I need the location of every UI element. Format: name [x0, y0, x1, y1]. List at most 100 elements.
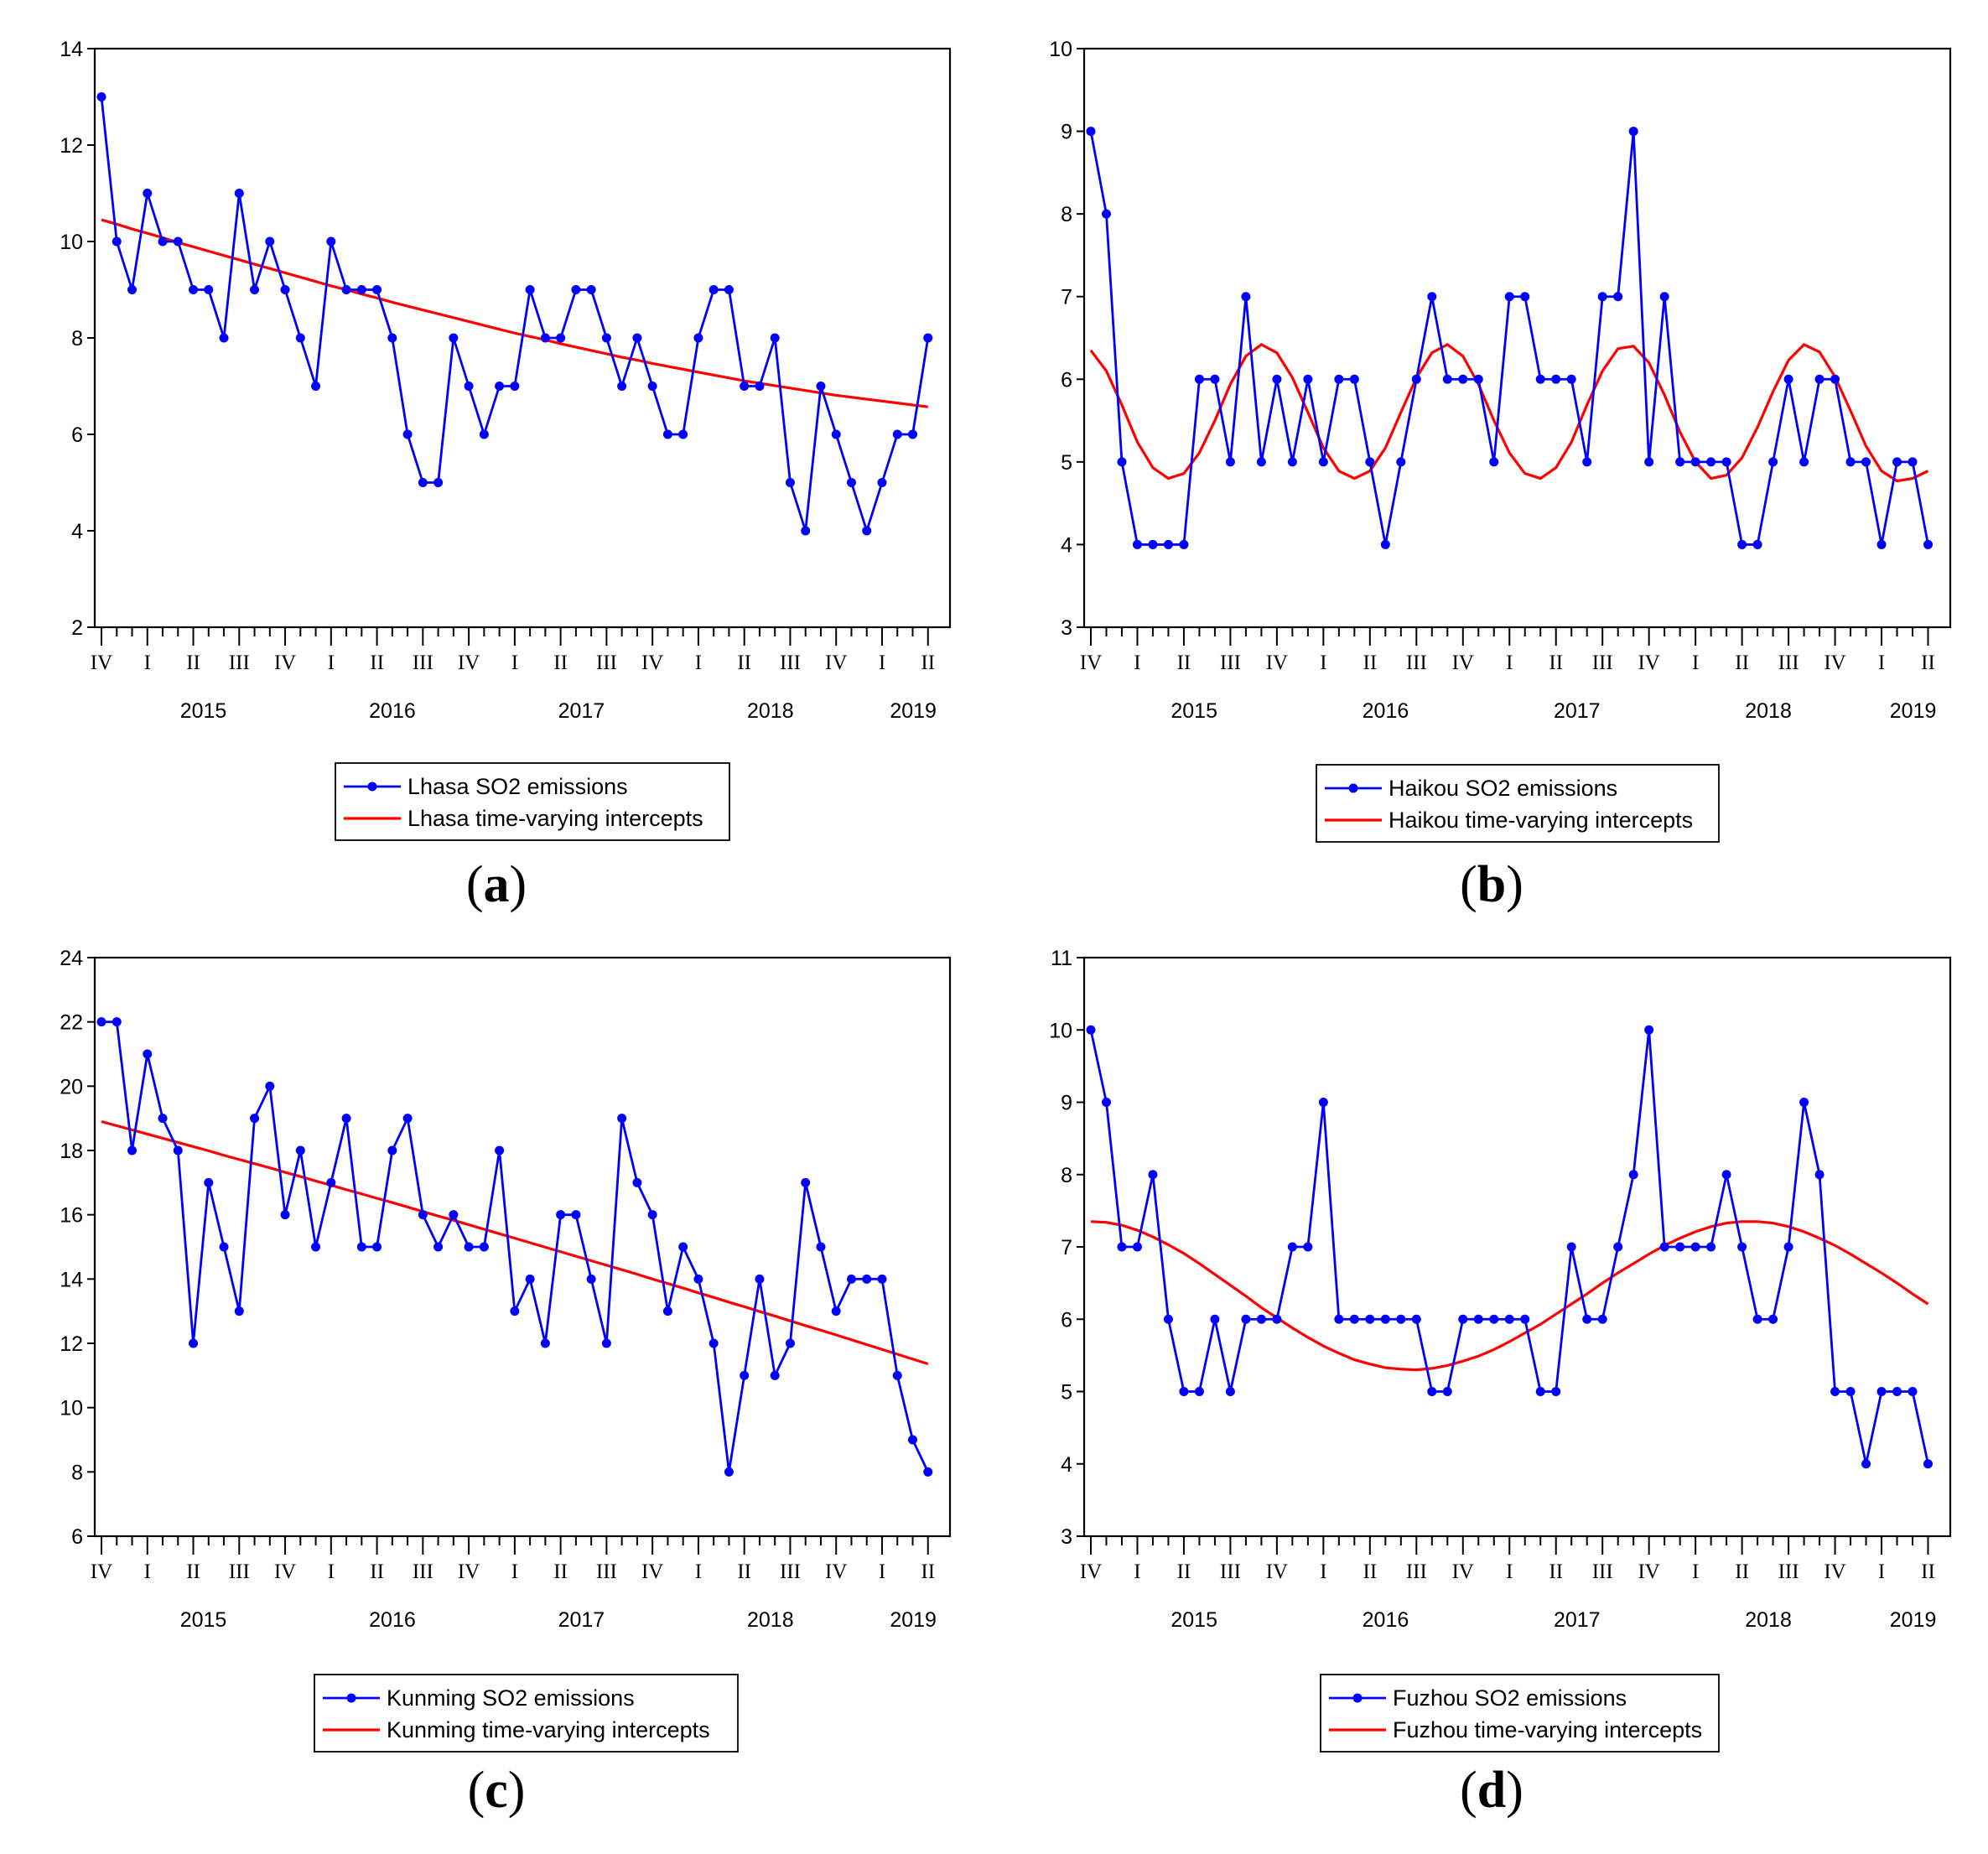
x-quarter-label: IV [91, 1561, 112, 1583]
legend-box [1316, 764, 1720, 843]
emissions-point [525, 1274, 535, 1284]
y-tick-label: 8 [71, 327, 83, 351]
emissions-point [601, 1338, 611, 1348]
emissions-point [280, 285, 290, 294]
x-quarter-label: I [328, 652, 335, 674]
x-year-label: 2015 [180, 1608, 227, 1632]
y-tick-label: 18 [60, 1140, 83, 1163]
emissions-point [785, 1338, 795, 1348]
x-year-label: 2018 [747, 699, 794, 723]
emissions-point [693, 1274, 703, 1284]
emissions-point [464, 1242, 474, 1252]
panel-label-b: (b) [1460, 856, 1523, 913]
emissions-point [356, 1242, 366, 1252]
emissions-point [770, 1370, 780, 1380]
y-tick-label: 8 [1061, 1164, 1072, 1187]
emissions-point [678, 429, 688, 439]
x-quarter-label: I [1134, 652, 1140, 674]
x-quarter-label: I [144, 652, 151, 674]
emissions-point [540, 333, 550, 343]
emissions-point [662, 1306, 672, 1316]
x-year-label: 2018 [1745, 1608, 1792, 1632]
legend-emissions-label: Haikou SO2 emissions [1388, 776, 1617, 801]
emissions-point [1923, 539, 1933, 549]
emissions-point [1179, 539, 1189, 549]
x-quarter-label: IV [1638, 652, 1659, 674]
x-quarter-label: IV [1080, 652, 1102, 674]
emissions-point [632, 1177, 642, 1187]
legend: Kunming SO2 emissions Kunming time-varyin… [314, 1674, 739, 1753]
y-tick-label: 11 [1051, 947, 1072, 970]
emissions-point [877, 478, 887, 487]
x-quarter-label: IV [1824, 1561, 1845, 1583]
x-quarter-label: I [511, 1561, 518, 1583]
emissions-point [816, 382, 826, 391]
emissions-point [846, 1274, 856, 1284]
x-quarter-label: II [921, 652, 935, 674]
y-tick-label: 14 [60, 1268, 83, 1291]
emissions-point [1814, 1170, 1824, 1180]
emissions-point [112, 236, 122, 247]
emissions-point [1148, 539, 1158, 549]
emissions-point [1442, 374, 1452, 384]
emissions-point [1241, 292, 1251, 302]
emissions-point [1799, 1098, 1809, 1107]
legend-emissions-marker [367, 782, 377, 792]
x-quarter-label: II [186, 652, 200, 674]
x-quarter-label: III [1406, 1561, 1427, 1583]
legend-emissions-label: Lhasa SO2 emissions [407, 774, 628, 799]
y-tick-label: 10 [60, 1397, 83, 1420]
x-quarter-label: III [229, 652, 250, 674]
emissions-point [1349, 1314, 1359, 1324]
x-year-label: 2017 [1554, 1608, 1601, 1632]
emissions-point [1380, 539, 1390, 549]
emissions-point [449, 1210, 459, 1220]
emissions-point [709, 1338, 719, 1348]
emissions-point [846, 478, 856, 487]
emissions-point [127, 285, 138, 294]
x-year-label: 2016 [369, 1608, 416, 1632]
emissions-point [907, 1435, 917, 1445]
x-quarter-label: IV [1080, 1561, 1102, 1583]
emissions-point [1551, 1387, 1561, 1396]
emissions-point [1768, 457, 1778, 467]
emissions-point [831, 1306, 841, 1316]
emissions-point [143, 189, 153, 198]
x-year-label: 2019 [890, 1608, 937, 1632]
emissions-point [1845, 457, 1856, 467]
x-quarter-label: IV [458, 1561, 480, 1583]
emissions-point [1814, 374, 1824, 384]
x-quarter-label: I [1134, 1561, 1140, 1583]
emissions-point [571, 1210, 581, 1220]
x-year-label: 2019 [1890, 699, 1937, 723]
emissions-point [495, 1145, 505, 1156]
emissions-point [1737, 539, 1747, 549]
emissions-point [816, 1242, 826, 1252]
y-tick-label: 3 [1061, 616, 1072, 640]
legend-box [314, 1674, 739, 1753]
x-quarter-label: II [370, 652, 384, 674]
emissions-point [1334, 374, 1344, 384]
intercepts-line [101, 218, 928, 408]
emissions-point [1334, 1314, 1344, 1324]
emissions-point [647, 382, 657, 391]
emissions-point [418, 1210, 428, 1220]
y-tick-label: 10 [1049, 1019, 1072, 1042]
emissions-point [831, 429, 841, 439]
x-quarter-label: IV [91, 652, 112, 674]
x-year-label: 2017 [558, 1608, 605, 1632]
y-tick-label: 8 [1061, 203, 1072, 226]
emissions-point [418, 478, 428, 487]
x-quarter-label: I [1878, 652, 1885, 674]
emissions-point [1923, 1459, 1933, 1469]
emissions-point [617, 382, 627, 391]
emissions-point [479, 429, 489, 439]
x-year-label: 2017 [1554, 699, 1601, 723]
emissions-point [250, 1114, 260, 1124]
legend-intercepts-label: Haikou time-varying intercepts [1388, 808, 1693, 833]
emissions-point [1908, 1387, 1918, 1396]
emissions-point [1272, 374, 1282, 384]
x-quarter-label: II [1921, 1561, 1935, 1583]
legend-intercepts-label: Kunming time-varying intercepts [387, 1717, 710, 1742]
